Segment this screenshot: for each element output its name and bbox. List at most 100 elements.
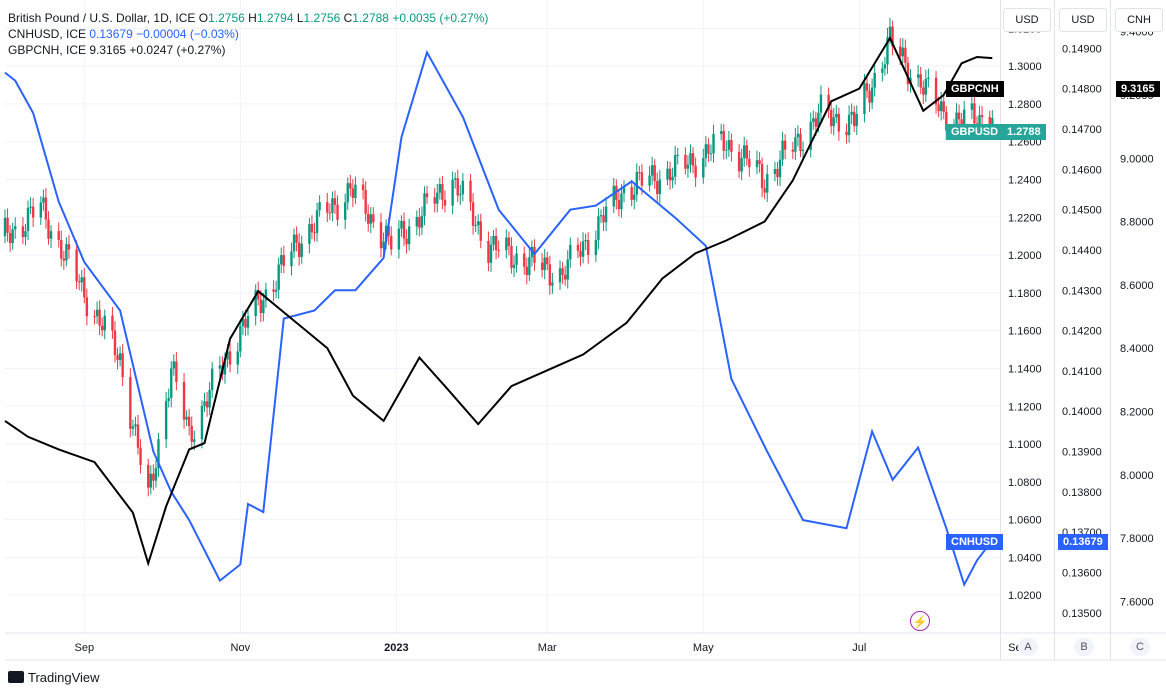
time-tick-label: Jul: [852, 642, 866, 654]
candle-body: [622, 187, 626, 194]
candle-body: [3, 217, 7, 237]
candle-body: [563, 274, 567, 280]
candle-body: [497, 249, 500, 251]
candle-body: [684, 154, 687, 169]
candle-body: [847, 114, 851, 136]
scale-button-a[interactable]: A: [1018, 638, 1038, 656]
candle-body: [349, 183, 352, 189]
candle-body: [612, 185, 615, 207]
scale-button-c[interactable]: C: [1130, 638, 1150, 656]
candle-body: [147, 464, 150, 488]
legend-gbpusd-change: +0.0035 (+0.27%): [392, 11, 489, 25]
candle-body: [397, 228, 401, 250]
legend-l-label: L: [296, 11, 304, 25]
candle-body: [812, 118, 815, 122]
unit-selector-c[interactable]: CNH: [1115, 8, 1163, 32]
candle-body: [228, 351, 232, 365]
scale-button-b[interactable]: B: [1074, 638, 1094, 656]
candle-body: [791, 149, 795, 152]
candle-body: [318, 202, 321, 211]
candle-body: [576, 244, 580, 251]
candle-body: [881, 68, 884, 73]
axis-a-tick-label: 1.0400: [1008, 552, 1042, 564]
candle-body: [489, 244, 493, 263]
time-tick-label: Nov: [231, 642, 251, 654]
candle-body: [313, 232, 316, 234]
candle-body: [673, 155, 677, 177]
candle-body: [817, 112, 820, 127]
axis-b-tick-label: 0.14900: [1062, 43, 1102, 55]
legend-gbpcnh-value: 9.3165: [89, 43, 127, 57]
candle-body: [200, 405, 204, 440]
candle-body: [937, 104, 940, 112]
candle-body: [387, 225, 390, 236]
tradingview-branding[interactable]: TradingView: [8, 670, 100, 685]
candle-body: [581, 241, 585, 257]
axis-a-tick-label: 1.1000: [1008, 439, 1042, 451]
candle-body: [827, 94, 830, 111]
axis-a-tick-label: 1.2800: [1008, 99, 1042, 111]
candle-body: [899, 46, 902, 57]
gbpusd-candles: [3, 17, 994, 497]
candle-body: [461, 180, 465, 195]
candle-body: [75, 249, 78, 282]
time-axis[interactable]: SepNov2023MarMayJulSep: [75, 642, 1028, 654]
axis-b-tick-label: 0.14600: [1062, 164, 1102, 176]
tag-gbpcnh-name: GBPCNH: [946, 81, 1004, 97]
candle-body: [707, 144, 710, 154]
candle-body: [988, 117, 991, 130]
lightning-icon[interactable]: ⚡: [910, 611, 930, 631]
candle-body: [702, 158, 705, 178]
axis-b-tick-label: 0.14000: [1062, 406, 1102, 418]
gbpcnh-line: [4, 35, 993, 567]
candle-body: [745, 145, 748, 159]
candle-body: [62, 258, 66, 261]
axis-b-tick-label: 0.14700: [1062, 124, 1102, 136]
candle-body: [888, 26, 892, 38]
candle-body: [47, 219, 50, 239]
time-tick-label: Sep: [75, 642, 95, 654]
unit-selector-a[interactable]: USD: [1003, 8, 1051, 32]
price-axis-gbpusd[interactable]: 1.32001.30001.28001.26001.24001.22001.20…: [1008, 23, 1042, 602]
candle-body: [548, 264, 552, 286]
axis-b-tick-label: 0.14200: [1062, 326, 1102, 338]
tag-gbpcnh-value: 9.3165: [1116, 81, 1160, 97]
candle-body: [292, 234, 296, 252]
candle-body: [722, 131, 725, 151]
price-axis-cnhusd[interactable]: 0.14900 0.14800 0.14700 0.14600 0.14500 0.144…: [1062, 43, 1102, 619]
legend-cnhusd-change: −0.00004 (−0.03%): [136, 27, 239, 41]
price-axis-gbpcnh[interactable]: 9.40009.20009.00008.80008.60008.40008.20…: [1120, 27, 1154, 609]
candle-body: [819, 94, 823, 113]
candle-body: [384, 225, 388, 242]
candle-body: [113, 330, 117, 356]
legend-high: 1.2794: [256, 11, 294, 25]
candle-body: [837, 113, 841, 132]
candle-body: [193, 439, 196, 442]
candle-body: [246, 316, 250, 328]
candle-body: [543, 257, 546, 270]
axis-a-tick-label: 1.2000: [1008, 250, 1042, 262]
candle-body: [916, 74, 920, 78]
tradingview-brand-text: TradingView: [28, 670, 100, 685]
candle-body: [425, 193, 429, 198]
candle-body: [801, 149, 805, 151]
candle-body: [438, 184, 442, 193]
candle-body: [453, 178, 457, 180]
candle-body: [960, 119, 963, 126]
candle-body: [254, 290, 257, 317]
axis-a-tick-label: 1.3000: [1008, 61, 1042, 73]
candle-body: [100, 325, 104, 331]
candle-body: [456, 178, 459, 196]
candle-body: [295, 234, 298, 243]
candle-body: [116, 355, 119, 360]
axis-c-tick-label: 8.0000: [1120, 470, 1154, 482]
candle-body: [208, 389, 211, 408]
axis-c-tick-label: 7.8000: [1120, 533, 1154, 545]
candle-body: [239, 325, 242, 352]
unit-selector-b[interactable]: USD: [1059, 8, 1107, 32]
candle-body: [420, 215, 424, 228]
candle-body: [364, 190, 367, 214]
candle-body: [203, 401, 206, 406]
candle-body: [525, 266, 528, 276]
